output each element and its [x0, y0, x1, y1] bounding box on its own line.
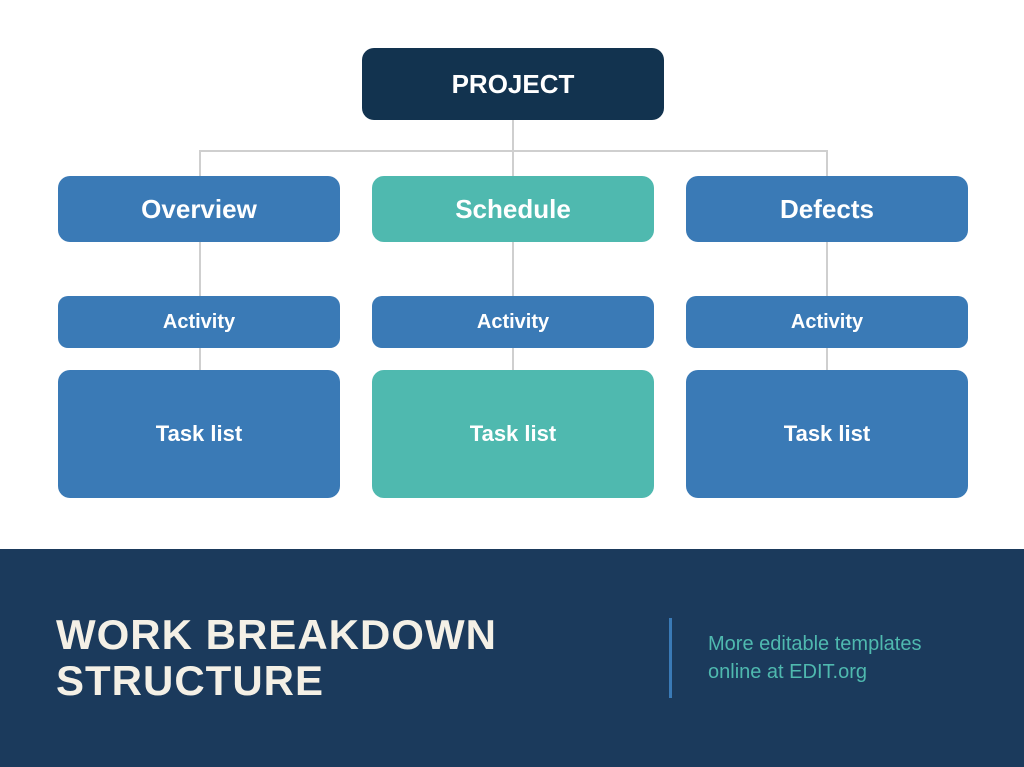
node-label: Task list	[470, 421, 556, 447]
root-node: PROJECT	[362, 48, 664, 120]
col-activity-0: Activity	[58, 296, 340, 348]
col-header-overview: Overview	[58, 176, 340, 242]
node-label: Activity	[163, 311, 235, 334]
footer-title: WORK BREAKDOWN STRUCTURE	[56, 612, 497, 704]
root-label: PROJECT	[452, 69, 575, 100]
footer-bar: WORK BREAKDOWN STRUCTURE More editable t…	[0, 549, 1024, 767]
col-task-0: Task list	[58, 370, 340, 498]
node-label: Schedule	[455, 194, 571, 225]
col-activity-1: Activity	[372, 296, 654, 348]
footer-title-line1: WORK BREAKDOWN	[56, 612, 497, 658]
node-label: Defects	[780, 194, 874, 225]
col-header-schedule: Schedule	[372, 176, 654, 242]
footer-subtitle: More editable templates online at EDIT.o…	[708, 630, 968, 686]
footer-sub-line2: online at EDIT.org	[708, 658, 968, 686]
footer-title-line2: STRUCTURE	[56, 658, 497, 704]
col-activity-2: Activity	[686, 296, 968, 348]
connector	[826, 150, 828, 176]
footer-divider	[669, 618, 672, 698]
node-label: Task list	[784, 421, 870, 447]
connector	[512, 150, 514, 176]
node-label: Activity	[791, 311, 863, 334]
node-label: Activity	[477, 311, 549, 334]
col-task-1: Task list	[372, 370, 654, 498]
node-label: Overview	[141, 194, 257, 225]
col-task-2: Task list	[686, 370, 968, 498]
wbs-diagram: PROJECT Overview Activity Task list Sche…	[0, 0, 1024, 767]
connector	[512, 120, 514, 150]
connector	[199, 150, 201, 176]
node-label: Task list	[156, 421, 242, 447]
col-header-defects: Defects	[686, 176, 968, 242]
footer-sub-line1: More editable templates	[708, 630, 968, 658]
